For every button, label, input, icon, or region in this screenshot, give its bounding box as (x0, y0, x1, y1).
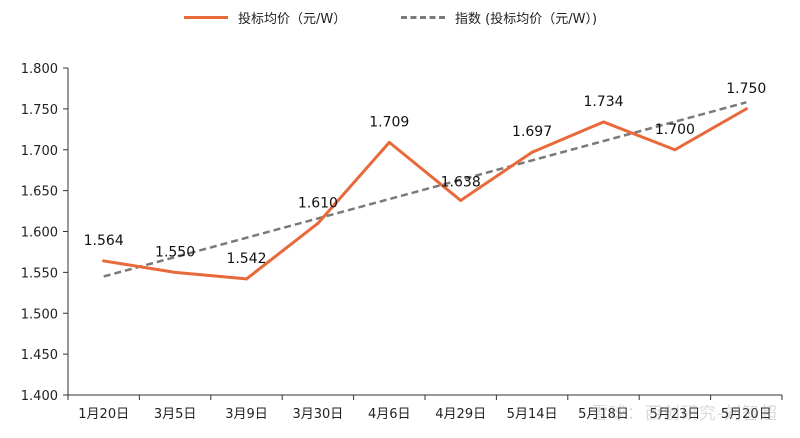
series-0-data-label-5: 1.638 (441, 174, 481, 190)
series-0-point-4 (387, 140, 391, 144)
series-0-point-5 (459, 198, 463, 202)
y-tick-label-5: 1.650 (21, 185, 58, 200)
y-tick-label-6: 1.700 (21, 144, 58, 159)
x-tick-label-8: 5月23日 (649, 407, 700, 422)
x-tick-label-9: 5月20日 (721, 407, 772, 422)
watermark: 雪球：西创研究-刘智超 (590, 404, 778, 424)
y-tick-label-2: 1.500 (21, 307, 58, 322)
x-tick-label-1: 3月5日 (154, 407, 197, 422)
x-tick-label-0: 1月20日 (78, 407, 129, 422)
legend-item-series-0: 投标均价（元/W） (184, 8, 346, 27)
legend-swatch-series-1 (401, 16, 445, 19)
chart-legend: 投标均价（元/W） 指数 (投标均价（元/W）) (0, 8, 800, 32)
series-0-data-label-9: 1.750 (726, 81, 766, 97)
y-tick-label-3: 1.550 (21, 266, 58, 281)
y-tick-label-8: 1.800 (21, 62, 58, 77)
series-0-point-7 (602, 120, 605, 124)
y-tick-label-4: 1.600 (21, 226, 58, 241)
series-0-point-9 (744, 107, 748, 111)
x-tick-label-2: 3月9日 (225, 407, 268, 422)
x-tick-label-3: 3月30日 (292, 407, 343, 422)
series-0-data-label-6: 1.697 (512, 124, 552, 140)
x-tick-label-4: 4月6日 (368, 407, 411, 422)
series-0-data-label-1: 1.550 (155, 244, 195, 260)
y-tick-label-1: 1.450 (21, 348, 58, 363)
series-0-point-0 (102, 259, 106, 263)
series-0-data-label-2: 1.542 (226, 251, 266, 267)
legend-label-series-1: 指数 (投标均价（元/W）) (455, 12, 598, 27)
legend-swatch-series-0 (184, 16, 228, 19)
series-0-data-label-3: 1.610 (298, 195, 338, 211)
y-tick-label-7: 1.750 (21, 103, 58, 118)
series-0-data-label-0: 1.564 (84, 233, 124, 249)
series-0-point-6 (530, 150, 534, 154)
series-0-data-label-8: 1.700 (655, 122, 695, 138)
y-tick-label-0: 1.400 (21, 389, 58, 404)
series-0-point-8 (673, 148, 677, 152)
series-0-line (102, 107, 748, 281)
series-0-point-2 (245, 277, 248, 281)
series-1-trend-line (103, 101, 747, 278)
x-tick-label-7: 5月18日 (578, 407, 629, 422)
series-0-data-label-4: 1.709 (369, 114, 409, 130)
x-tick-label-6: 5月14日 (507, 407, 558, 422)
legend-label-series-0: 投标均价（元/W） (238, 12, 347, 27)
series-0-data-label-7: 1.734 (583, 94, 623, 110)
series-0-point-3 (316, 221, 320, 225)
series-0-point-1 (173, 270, 177, 274)
legend-item-series-1: 指数 (投标均价（元/W）) (401, 8, 597, 27)
x-tick-label-5: 4月29日 (435, 407, 486, 422)
